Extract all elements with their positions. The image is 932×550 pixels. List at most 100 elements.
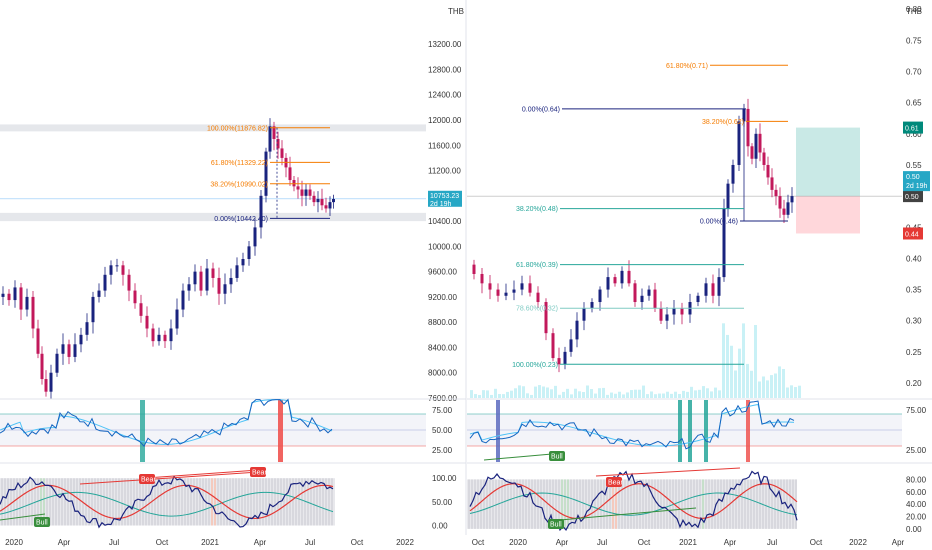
- candle-body: [672, 308, 676, 315]
- candle-body: [582, 308, 586, 321]
- price-axis-tick: 9200.00: [428, 293, 457, 302]
- volume-bar: [490, 394, 493, 398]
- candle-body: [536, 292, 540, 303]
- candle-body: [187, 284, 191, 291]
- time-axis-tick: Jul: [109, 538, 119, 547]
- volume-bar: [486, 390, 489, 398]
- volume-bar: [734, 370, 737, 398]
- candle-body: [786, 202, 790, 215]
- right-candles: [472, 98, 794, 373]
- volume-bar: [598, 388, 601, 398]
- volume-bar: [638, 389, 641, 398]
- time-axis-tick: Oct: [156, 538, 169, 547]
- candle-body: [253, 227, 257, 247]
- price-axis-tick: 12000.00: [428, 116, 462, 125]
- candle-body: [308, 189, 312, 196]
- candle-body: [528, 283, 532, 293]
- signal-tag-label: Bull: [551, 454, 563, 461]
- fib-level-label: 0.00%(10442.40): [214, 216, 268, 223]
- candle-body: [300, 189, 304, 196]
- signal-tag-label: Bull: [550, 522, 562, 529]
- candle-body: [758, 133, 762, 153]
- candle-body: [647, 289, 651, 296]
- volume-bar: [590, 389, 593, 398]
- divergence-line: [559, 507, 697, 521]
- volume-bar: [550, 389, 553, 398]
- volume-bar: [482, 390, 485, 398]
- stoch-signal-line: [0, 491, 334, 517]
- divergence-line: [483, 453, 553, 461]
- last-price-value: 0.50: [906, 174, 920, 181]
- candle-body: [627, 270, 631, 284]
- fib-level-label: 61.80%(11329.22): [211, 160, 268, 167]
- volume-bar: [574, 388, 577, 398]
- volume-bar: [498, 394, 501, 398]
- volume-bar: [670, 393, 673, 398]
- volume-bar: [654, 394, 657, 398]
- signal-tag: [606, 477, 622, 487]
- candle-body: [19, 287, 23, 310]
- rsi-highlight-bar: [746, 400, 750, 462]
- candle-body: [754, 133, 758, 159]
- candle-body: [737, 121, 741, 165]
- stoch-axis-tick: 40.00: [906, 500, 927, 509]
- price-tag-value: 0.50: [905, 194, 919, 201]
- volume-bar: [562, 391, 565, 398]
- candle-body: [653, 289, 657, 309]
- rsi-highlight-bar: [496, 400, 500, 462]
- price-axis-tick: 8400.00: [428, 343, 457, 352]
- candle-body: [199, 271, 203, 291]
- candle-body: [496, 289, 500, 296]
- candle-body: [264, 151, 268, 196]
- candle-body: [223, 284, 227, 294]
- volume-bar: [674, 391, 677, 398]
- price-axis-tick: 13200.00: [428, 40, 462, 49]
- price-axis-tick: 11600.00: [428, 141, 461, 150]
- time-axis-tick: 2022: [849, 538, 867, 547]
- candle-body: [778, 196, 782, 209]
- volume-bar: [646, 394, 649, 398]
- volume-bar: [630, 390, 633, 398]
- price-axis-tick: 0.55: [906, 161, 922, 170]
- position-target-zone: [796, 127, 860, 197]
- signal-tag: [34, 517, 50, 527]
- candle-body: [292, 180, 296, 187]
- candle-body: [711, 283, 715, 296]
- volume-bar: [798, 385, 801, 398]
- candle-body: [276, 138, 280, 149]
- candle-body: [766, 164, 770, 178]
- rsi-axis-tick: 25.00: [432, 446, 453, 455]
- candle-body: [272, 126, 276, 139]
- divergence-line: [79, 471, 259, 485]
- volume-bar: [626, 392, 629, 398]
- candle-body: [121, 265, 125, 275]
- candle-body: [205, 268, 209, 291]
- fib-level-label: 78.60%(0.32): [516, 306, 558, 313]
- candle-body: [296, 186, 300, 190]
- price-axis-tick: 0.60: [906, 130, 922, 139]
- candle-body: [211, 268, 215, 278]
- volume-bar: [726, 334, 729, 398]
- candle-body: [85, 322, 89, 335]
- candle-body: [312, 195, 316, 203]
- position-stop-zone: [796, 196, 860, 234]
- candle-body: [109, 265, 113, 275]
- price-tag: [903, 121, 923, 134]
- candle-body: [175, 309, 179, 329]
- candle-body: [235, 265, 239, 278]
- candle-body: [551, 333, 555, 359]
- volume-bar: [510, 390, 513, 398]
- candle-body: [575, 320, 579, 340]
- candle-body: [480, 273, 484, 284]
- candle-body: [40, 353, 44, 380]
- signal-tag: [548, 519, 564, 529]
- candle-body: [722, 208, 726, 278]
- price-tag-value: 0.61: [905, 126, 919, 133]
- volume-bar: [622, 394, 625, 398]
- candle-body: [229, 277, 233, 285]
- candle-body: [563, 351, 567, 365]
- volume-bar: [554, 385, 557, 398]
- candle-body: [620, 270, 624, 284]
- candle-body: [598, 289, 602, 303]
- candle-body: [259, 195, 263, 228]
